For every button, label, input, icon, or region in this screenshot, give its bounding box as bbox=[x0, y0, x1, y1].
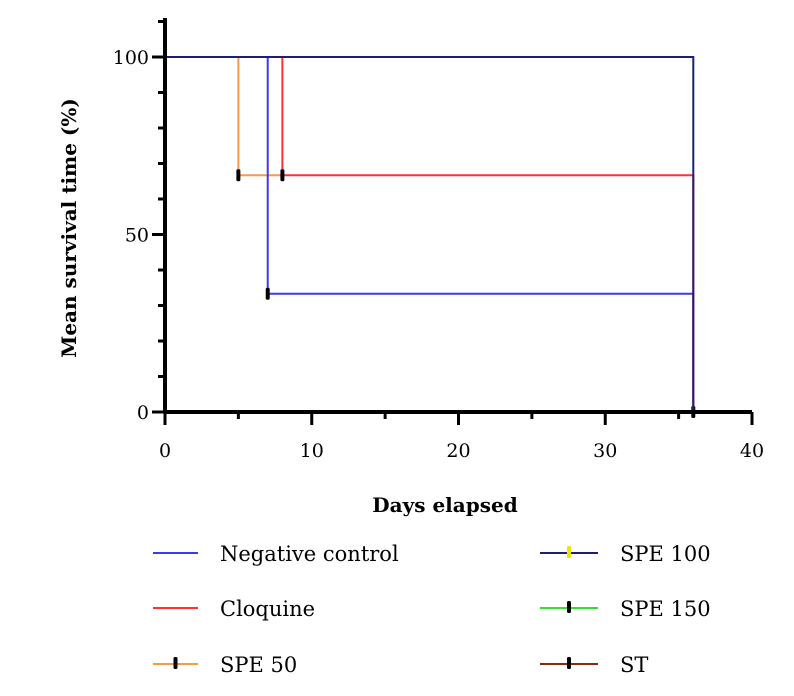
legend-item: ST bbox=[540, 653, 648, 677]
x-tick-label: 40 bbox=[740, 440, 764, 462]
x-tick-label: 0 bbox=[159, 440, 171, 462]
series-line-negative-control bbox=[165, 56, 695, 412]
legend-label: SPE 50 bbox=[220, 653, 297, 677]
legend: Negative control Cloquine SPE 50 SPE 100 SPE… bbox=[153, 542, 711, 677]
legend-label: Cloquine bbox=[220, 597, 315, 621]
ticks-layer: 0 10 20 30 40 0 50 100 bbox=[113, 20, 764, 462]
censor-mark bbox=[280, 169, 285, 182]
y-axis-title: Mean survival time (%) bbox=[57, 98, 81, 358]
x-axis-title: Days elapsed bbox=[372, 493, 517, 517]
legend-label: ST bbox=[620, 653, 648, 677]
legend-censor-mark bbox=[567, 601, 571, 613]
x-tick-label: 10 bbox=[300, 440, 324, 462]
y-tick-label: 50 bbox=[125, 225, 149, 247]
legend-censor-mark bbox=[567, 657, 571, 669]
censor-mark bbox=[265, 287, 270, 300]
y-tick-label: 0 bbox=[137, 402, 149, 424]
x-tick-label: 20 bbox=[446, 440, 470, 462]
legend-censor-mark bbox=[173, 657, 178, 669]
series-line-spe-100 bbox=[165, 56, 695, 412]
legend-censor-mark bbox=[567, 546, 571, 558]
legend-label: SPE 150 bbox=[620, 597, 711, 621]
axes-layer bbox=[163, 18, 752, 414]
legend-item: SPE 150 bbox=[540, 597, 711, 621]
series-line-cloquine bbox=[165, 56, 695, 412]
legend-item: SPE 50 bbox=[153, 653, 297, 677]
legend-label: Negative control bbox=[220, 542, 399, 566]
censor-mark bbox=[236, 169, 241, 182]
y-tick-label: 100 bbox=[113, 47, 149, 69]
x-tick-label: 30 bbox=[593, 440, 617, 462]
legend-label: SPE 100 bbox=[620, 542, 711, 566]
series-line-spe-50 bbox=[165, 56, 283, 177]
legend-item: Cloquine bbox=[153, 597, 315, 621]
legend-item: Negative control bbox=[153, 542, 399, 566]
series-layer bbox=[165, 56, 696, 418]
legend-item: SPE 100 bbox=[540, 542, 711, 566]
